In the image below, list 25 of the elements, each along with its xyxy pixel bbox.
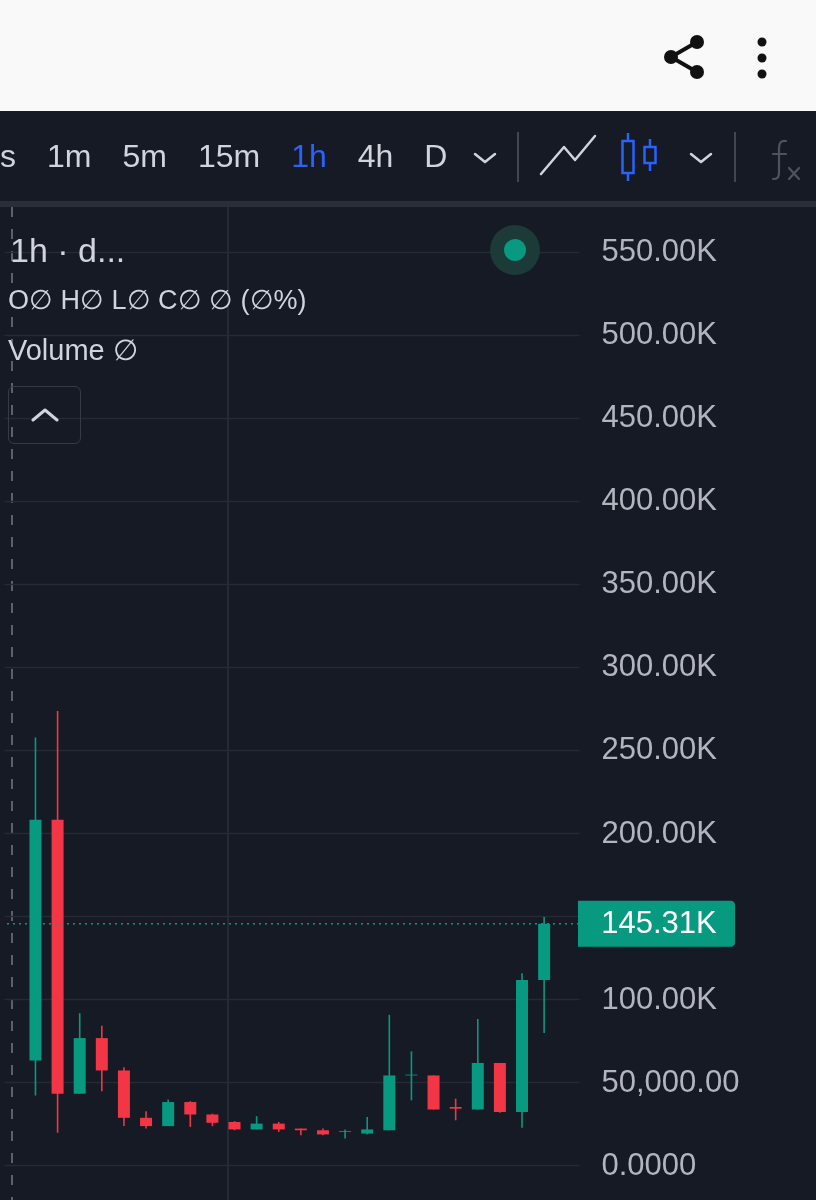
text: 4h bbox=[357, 137, 394, 175]
text: 15m bbox=[197, 137, 261, 175]
y-tick-label: 550.00K bbox=[601, 233, 718, 269]
y-tick-label: 450.00K bbox=[601, 399, 718, 435]
y-tick-label: 350.00K bbox=[601, 565, 718, 601]
text: 1m bbox=[47, 137, 92, 175]
y-tick-label: 200.00K bbox=[601, 814, 718, 850]
annotation: O∅ H∅ L∅ C∅ ∅ (∅%) bbox=[8, 284, 307, 316]
candlestick bbox=[449, 1097, 462, 1122]
y-tick-label: 300.00K bbox=[601, 648, 718, 684]
y-tick-label: 100.00K bbox=[601, 980, 718, 1016]
candlestick bbox=[184, 1100, 197, 1128]
y-tick-label: 400.00K bbox=[601, 482, 718, 518]
annotation: Volume ∅ bbox=[8, 333, 138, 367]
text: s bbox=[0, 137, 16, 175]
candlestick bbox=[339, 1128, 352, 1140]
y-tick-label: 500.00K bbox=[601, 316, 718, 352]
ref-line-label: 145.31K bbox=[601, 904, 718, 940]
text: 5m bbox=[122, 137, 167, 175]
y-tick-label: 250.00K bbox=[601, 731, 718, 767]
y-tick-label: 50,000.00 bbox=[601, 1063, 740, 1099]
y-tick-label: 0.0000 bbox=[601, 1146, 697, 1182]
text: D bbox=[424, 137, 448, 175]
text: 1h · d... bbox=[10, 230, 126, 270]
text: 1h bbox=[291, 137, 327, 175]
